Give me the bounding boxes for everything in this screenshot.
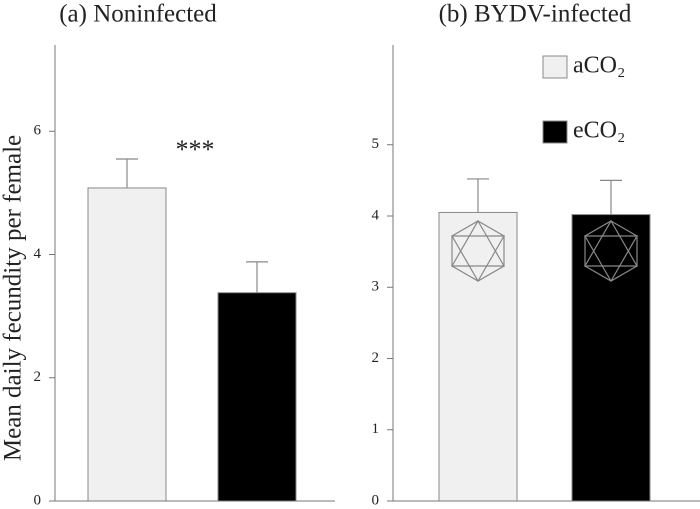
y-tick-label: 0 bbox=[372, 492, 380, 508]
virus-icon bbox=[583, 219, 639, 283]
y-tick-label: 3 bbox=[372, 279, 380, 295]
panel-title: (a) Noninfected bbox=[59, 1, 217, 28]
y-tick-label: 6 bbox=[34, 123, 42, 139]
panel-title: (b) BYDV-infected bbox=[439, 1, 632, 28]
y-tick-label: 2 bbox=[34, 369, 42, 385]
y-tick-label: 4 bbox=[34, 246, 42, 262]
legend-swatch bbox=[542, 120, 568, 144]
y-tick-label: 2 bbox=[372, 350, 380, 366]
bar bbox=[217, 292, 297, 502]
y-tick-label: 4 bbox=[372, 207, 380, 223]
legend-swatch bbox=[542, 55, 568, 79]
y-tick-label: 1 bbox=[372, 421, 380, 437]
y-tick-label: 0 bbox=[34, 492, 42, 508]
significance: *** bbox=[176, 135, 215, 164]
y-axis-label: Mean daily fecundity per female bbox=[0, 135, 27, 461]
bar bbox=[571, 214, 651, 502]
legend-label: aCO₂ bbox=[573, 53, 625, 79]
virus-icon bbox=[450, 219, 506, 283]
legend-label: eCO₂ bbox=[573, 118, 625, 144]
bar bbox=[438, 211, 518, 502]
virus-icons bbox=[450, 219, 639, 283]
y-tick-label: 5 bbox=[372, 136, 380, 152]
bar bbox=[87, 187, 167, 502]
